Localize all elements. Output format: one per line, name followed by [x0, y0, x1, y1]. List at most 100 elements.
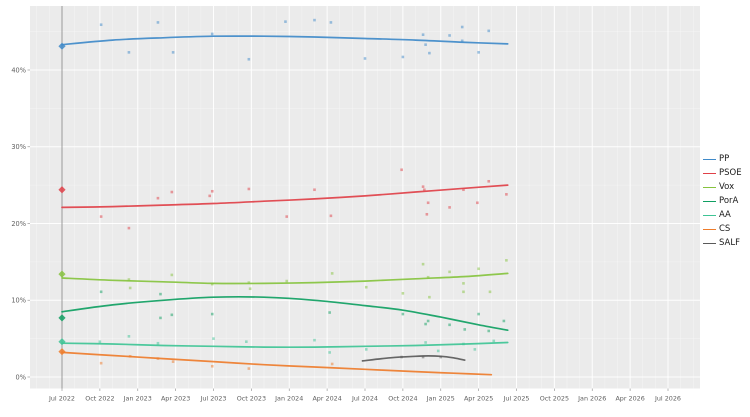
poll-point	[170, 273, 174, 277]
poll-point	[210, 189, 214, 193]
poll-point	[330, 272, 334, 275]
poll-point	[428, 51, 431, 55]
x-tick-label: Oct 2022	[85, 395, 114, 403]
x-tick-label: Oct 2025	[540, 395, 569, 403]
poll-point	[248, 287, 252, 291]
series-pp-polls	[99, 18, 491, 61]
x-tick-label: Oct 2023	[237, 395, 266, 403]
x-axis: Jul 2022 Oct 2022 Jan 2023 Apr 2023 Jul 2023…	[48, 388, 681, 403]
poll-point	[502, 319, 506, 323]
x-tick-label: Oct 2024	[388, 395, 417, 403]
poll-point	[473, 348, 477, 351]
poll-point	[313, 338, 316, 342]
poll-point	[99, 290, 103, 294]
poll-point	[329, 21, 333, 24]
legend-swatch-salf	[703, 242, 716, 244]
poll-point	[170, 313, 174, 317]
x-tick-label: Jul 2026	[654, 395, 681, 403]
poll-point	[127, 51, 131, 54]
poll-point	[421, 33, 425, 36]
poll-point	[247, 57, 251, 61]
poll-point	[171, 360, 175, 363]
series-cs-trendline	[61, 351, 493, 376]
poll-point	[424, 43, 427, 46]
poll-point	[212, 337, 215, 340]
series-psoe-election-result-marker	[58, 186, 66, 194]
x-tick-label: Jan 2024	[274, 395, 303, 403]
poll-point	[448, 34, 451, 37]
series-aa-election-result-marker	[58, 338, 66, 346]
x-tick-label: Apr 2025	[464, 395, 493, 403]
poll-point	[463, 328, 467, 331]
series-pora-trendline	[61, 295, 509, 332]
poll-point	[401, 312, 405, 316]
poll-point	[127, 278, 131, 281]
poll-point	[401, 292, 405, 295]
poll-point	[208, 194, 212, 198]
poll-point	[424, 322, 427, 326]
poll-point	[285, 215, 289, 218]
series-pora	[58, 290, 509, 333]
poll-point	[488, 290, 492, 294]
legend-item-salf: SALF	[703, 236, 742, 250]
poll-point	[476, 201, 479, 205]
poll-point	[247, 187, 251, 191]
x-tick-label: Jul 2022	[48, 395, 75, 403]
poll-point	[313, 188, 316, 192]
poll-point	[156, 341, 160, 345]
series-psoe-trendline	[61, 184, 509, 209]
legend-swatch-pp	[703, 158, 716, 160]
poll-point	[477, 312, 480, 316]
poll-point	[364, 348, 368, 351]
legend-label: PorA	[719, 196, 739, 206]
poll-point	[426, 201, 430, 205]
poll-point	[421, 262, 425, 266]
series-vox	[58, 259, 509, 299]
x-tick-label: Jan 2026	[577, 395, 606, 403]
poll-point	[156, 196, 160, 200]
series-psoe-polls	[99, 168, 508, 230]
y-tick-label: 0%	[16, 373, 26, 381]
poll-point	[127, 335, 131, 338]
poll-point	[448, 206, 451, 209]
series-pora-election-result-marker	[58, 314, 66, 322]
poll-point	[462, 282, 465, 285]
series-cs-election-result-marker	[58, 348, 66, 356]
poll-point	[247, 367, 251, 370]
poll-point	[460, 39, 464, 43]
poll-point	[245, 340, 248, 343]
x-tick-label: Jan 2023	[123, 395, 152, 403]
poll-point	[330, 362, 334, 366]
poll-point	[460, 25, 464, 29]
series-vox-trendline	[61, 272, 509, 285]
poll-point	[156, 21, 160, 24]
poll-point	[426, 275, 430, 279]
y-axis: 0% 10% 20% 30% 40%	[11, 66, 30, 381]
series-cs	[58, 348, 493, 376]
x-tick-label: Jul 2023	[199, 395, 226, 403]
x-tick-label: Apr 2023	[161, 395, 190, 403]
poll-point	[329, 214, 333, 218]
legend-label: SALF	[719, 238, 740, 248]
poll-point	[364, 285, 368, 289]
y-tick-label: 40%	[11, 66, 26, 74]
poll-point	[421, 185, 425, 188]
series-psoe	[58, 168, 509, 230]
x-tick-label: Jul 2024	[351, 395, 378, 403]
poll-point	[401, 55, 405, 59]
x-tick-label: Jul 2025	[502, 395, 529, 403]
legend-item-vox: Vox	[703, 180, 742, 194]
poll-point	[98, 340, 102, 343]
poll-point	[210, 312, 214, 316]
poll-point	[421, 355, 425, 359]
x-tick-label: Apr 2026	[615, 395, 644, 403]
poll-point	[99, 361, 103, 365]
poll-point	[159, 316, 162, 320]
horizontal-gridlines	[30, 31, 700, 378]
poll-point	[425, 212, 429, 216]
series-pp-trendline	[61, 35, 509, 46]
poll-point	[477, 51, 480, 54]
legend-item-cs: CS	[703, 222, 742, 236]
legend-item-psoe: PSOE	[703, 166, 742, 180]
legend-item-pora: PorA	[703, 194, 742, 208]
